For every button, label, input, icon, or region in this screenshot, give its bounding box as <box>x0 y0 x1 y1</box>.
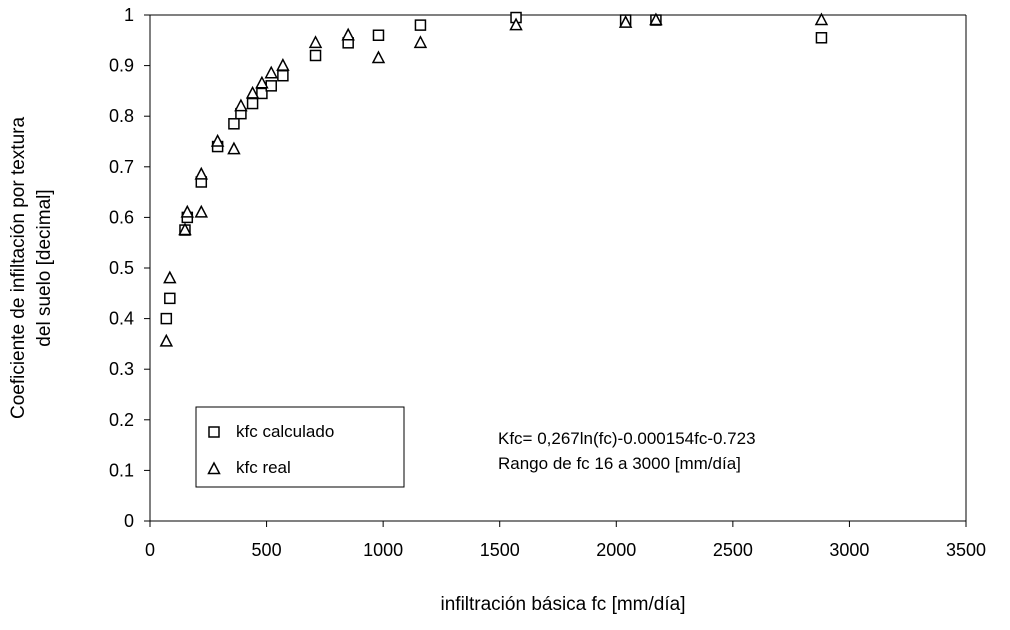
square-point <box>160 312 173 325</box>
axes <box>149 14 967 522</box>
y-tick-label: 0.2 <box>109 410 134 430</box>
triangle-point <box>814 12 829 26</box>
square-point <box>228 118 240 130</box>
y-tick-label: 0.1 <box>109 460 134 480</box>
square-point <box>277 69 289 82</box>
x-tick-label: 1000 <box>363 540 403 560</box>
legend-marker-kfc-calculado <box>208 426 220 438</box>
y-tick-label: 0.8 <box>109 106 134 126</box>
triangle-point <box>194 204 209 218</box>
square-point <box>414 19 427 31</box>
triangle-point <box>341 27 355 41</box>
y-ticks: 0 0.1 0.2 0.3 0.4 0.5 0.6 0.7 0.8 0.9 1 <box>109 5 150 531</box>
range-annotation: Rango de fc 16 a 3000 [mm/día] <box>498 454 741 473</box>
y-tick-label: 0 <box>124 511 134 531</box>
legend-triangle-marker <box>207 461 221 475</box>
triangle-point <box>194 166 209 180</box>
y-tick-label: 0.7 <box>109 157 134 177</box>
x-tick-label: 500 <box>252 540 282 560</box>
triangle-point <box>227 141 241 155</box>
square-point <box>372 29 385 41</box>
x-tick-label: 2000 <box>596 540 636 560</box>
x-tick-label: 3500 <box>946 540 986 560</box>
square-point <box>164 292 176 305</box>
triangle-point <box>264 65 278 79</box>
triangle-point <box>509 17 523 31</box>
x-tick-label: 2500 <box>713 540 753 560</box>
y-tick-label: 0.3 <box>109 359 134 379</box>
legend-box <box>195 406 405 488</box>
triangle-point <box>255 75 269 89</box>
legend-square-marker <box>208 426 220 438</box>
triangle-point <box>180 204 195 218</box>
triangle-point <box>649 12 663 26</box>
series-square <box>160 11 828 325</box>
legend: kfc calculado kfc real <box>195 406 405 488</box>
triangle-point <box>163 270 177 284</box>
equation-annotation: Kfc= 0,267ln(fc)-0.000154fc-0.723 <box>498 429 756 448</box>
triangle-point <box>245 85 260 99</box>
triangle-point <box>308 35 323 49</box>
square-point <box>246 97 259 110</box>
y-tick-label: 0.9 <box>109 56 134 76</box>
triangle-point <box>276 57 290 71</box>
triangle-point <box>371 50 386 64</box>
x-tick-label: 0 <box>145 540 155 560</box>
legend-marker-kfc-real <box>207 461 221 475</box>
square-point <box>265 80 277 92</box>
y-tick-label: 0.5 <box>109 258 134 278</box>
x-tick-label: 1500 <box>480 540 520 560</box>
legend-label-kfc-real: kfc real <box>236 458 291 477</box>
y-tick-label: 1 <box>124 5 134 25</box>
y-axis-title-line-2: del suelo [decimal] <box>34 189 55 346</box>
y-tick-label: 0.4 <box>109 309 134 329</box>
square-point <box>815 32 828 44</box>
square-point <box>309 49 322 62</box>
series-layer <box>159 11 829 347</box>
triangle-point <box>618 14 633 28</box>
triangle-point <box>413 35 428 49</box>
triangle-point <box>210 133 225 147</box>
series-triangle <box>159 12 829 347</box>
legend-label-kfc-calculado: kfc calculado <box>236 422 334 441</box>
triangle-point <box>178 222 192 236</box>
triangle-point <box>159 333 174 347</box>
x-axis-title: infiltración básica fc [mm/día] <box>441 594 686 615</box>
square-point <box>256 87 268 100</box>
x-ticks: 0 500 1000 1500 2000 2500 3000 3500 <box>145 521 986 560</box>
x-tick-label: 3000 <box>829 540 869 560</box>
y-tick-label: 0.6 <box>109 207 134 227</box>
triangle-point <box>234 98 248 112</box>
y-axis-title-line-1: Coeficiente de infiltación por textura <box>8 117 29 419</box>
